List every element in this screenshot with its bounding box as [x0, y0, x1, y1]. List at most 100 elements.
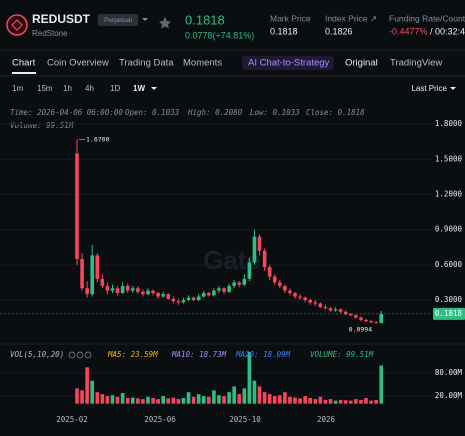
- tab[interactable]: Moments: [183, 58, 222, 69]
- volume-bar: [272, 396, 277, 404]
- tab-underline: [12, 72, 36, 74]
- candle-body: [141, 291, 145, 295]
- dropdown-icon[interactable]: [142, 18, 148, 21]
- volume-bar: [267, 394, 272, 404]
- candle-body: [242, 278, 247, 285]
- y-tick-label: 1.8000: [435, 119, 463, 128]
- volume-bar: [313, 399, 318, 404]
- candle-body: [308, 300, 313, 303]
- legend-icon[interactable]: [76, 351, 84, 359]
- stat-value: -0.4477%: [389, 26, 428, 36]
- candle-body: [207, 292, 211, 296]
- candle-body: [272, 276, 277, 283]
- interval[interactable]: 15m: [37, 84, 53, 93]
- vol-tick-label: 80.00M: [435, 368, 463, 377]
- tab[interactable]: Original: [345, 58, 378, 69]
- vol-legend: MA5: 23.59M: [107, 350, 158, 359]
- volume-bar: [186, 392, 191, 404]
- interval[interactable]: 1h: [63, 84, 72, 93]
- candle-body: [257, 236, 262, 251]
- volume-bar: [146, 396, 150, 404]
- volume-bar: [166, 398, 171, 404]
- y-tick-label: 0.9000: [435, 225, 463, 234]
- candle-body: [328, 308, 333, 311]
- volume-bar: [80, 390, 84, 404]
- candle-body: [237, 282, 242, 285]
- coin-logo: [6, 14, 28, 36]
- volume-bar: [283, 392, 287, 404]
- volume-bar: [303, 396, 307, 404]
- volume-bar: [354, 399, 358, 404]
- tab[interactable]: TradingView: [390, 58, 442, 69]
- candle-body: [267, 267, 272, 277]
- tab[interactable]: AI Chat-to-Strategy: [248, 58, 330, 69]
- volume-bar: [181, 397, 186, 404]
- vol-legend: VOL(5,10,20): [10, 350, 64, 359]
- volume-bar: [364, 397, 368, 404]
- candle-body: [212, 290, 216, 296]
- volume-bar: [252, 380, 257, 404]
- interval[interactable]: 1D: [110, 84, 120, 93]
- candle-body: [130, 288, 135, 291]
- candle-body: [262, 250, 267, 268]
- volume-bar: [293, 397, 297, 404]
- tab[interactable]: Chart: [12, 58, 36, 69]
- volume-bar: [191, 396, 196, 404]
- candle-body: [75, 153, 79, 259]
- legend-icon[interactable]: [84, 351, 92, 359]
- tab[interactable]: Trading Data: [119, 58, 174, 69]
- interval[interactable]: 4h: [85, 84, 94, 93]
- candle-body: [348, 314, 353, 316]
- candle-body: [90, 255, 95, 295]
- legend-icon[interactable]: [68, 351, 76, 359]
- ai-tab-bg: [242, 56, 334, 70]
- x-tick-label: 2025-10: [229, 415, 261, 424]
- candle-body: [313, 302, 318, 304]
- volume-bar: [247, 351, 252, 404]
- volume-bar: [201, 396, 206, 404]
- price-change: 0.0778(+74.81%): [185, 30, 254, 40]
- volume-bar: [288, 396, 292, 404]
- candle-body: [115, 288, 120, 293]
- volume-bar: [308, 397, 313, 404]
- candle-body: [374, 322, 378, 324]
- volume-bar: [343, 400, 348, 404]
- candle-body: [156, 292, 160, 297]
- badge: Perpetual: [104, 17, 132, 24]
- volume-bar: [338, 399, 343, 404]
- last-price-tag: [433, 307, 465, 320]
- candle-body: [146, 290, 150, 295]
- last-price: 0.1818: [185, 12, 225, 27]
- vol-tick-label: 20.00M: [435, 391, 463, 400]
- tab[interactable]: Coin Overview: [47, 58, 109, 69]
- info-volume: Volume: 99.51M: [10, 121, 74, 130]
- interval[interactable]: 1m: [12, 84, 23, 93]
- candle-body: [293, 292, 297, 297]
- volume-bar: [222, 396, 226, 404]
- volume-bar: [115, 396, 120, 404]
- interval[interactable]: 1W: [133, 84, 145, 93]
- candle-body: [176, 301, 181, 303]
- candle-body: [227, 285, 231, 292]
- favorite-star[interactable]: [159, 17, 171, 29]
- candle-body: [191, 297, 196, 301]
- candle-body: [379, 313, 383, 324]
- stat-label: Funding Rate/Countdown: [389, 13, 465, 23]
- volume-bar: [171, 397, 176, 404]
- volume-bar: [227, 392, 231, 404]
- symbol: REDUSDT: [32, 12, 91, 26]
- y-tick-label: 0.3000: [435, 295, 463, 304]
- dropdown-icon: [151, 87, 157, 90]
- volume-bar: [348, 400, 353, 404]
- stat-value: 0.1818: [270, 26, 298, 36]
- price-mode[interactable]: Last Price: [411, 84, 447, 93]
- dropdown-icon[interactable]: [450, 87, 456, 90]
- volume-bar: [156, 399, 160, 404]
- candle-body: [252, 236, 257, 263]
- x-tick-label: 2025-06: [144, 415, 176, 424]
- volume-bar: [141, 399, 145, 404]
- coin-name: RedStone: [32, 29, 68, 38]
- candle-body: [343, 311, 348, 315]
- volume-bar: [257, 386, 262, 404]
